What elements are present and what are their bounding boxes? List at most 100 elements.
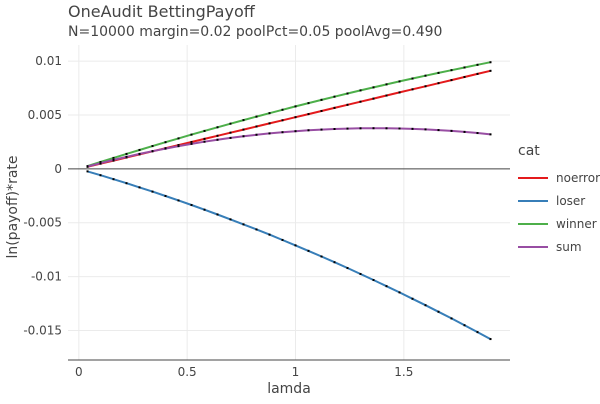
point-loser (138, 186, 141, 189)
point-winner (333, 95, 336, 98)
point-sum (216, 138, 219, 141)
point-winner (229, 122, 232, 125)
legend-item-loser: loser (518, 194, 585, 208)
point-winner (320, 98, 323, 101)
point-sum (203, 140, 206, 143)
point-loser (216, 213, 219, 216)
point-winner (164, 141, 167, 144)
point-noerror (450, 79, 453, 82)
point-sum (229, 136, 232, 139)
point-loser (372, 279, 375, 282)
point-loser (320, 255, 323, 258)
legend-item-sum: sum (518, 240, 582, 254)
chart-subtitle: N=10000 margin=0.02 poolPct=0.05 poolAvg… (68, 24, 442, 40)
gridlines (68, 45, 510, 360)
point-winner (281, 108, 284, 111)
x-axis-label: lamda (267, 381, 311, 397)
point-loser (489, 338, 492, 341)
point-sum (164, 147, 167, 150)
point-loser (333, 261, 336, 264)
point-sum (411, 127, 414, 130)
point-noerror (229, 131, 232, 134)
y-tick-label: 0.005 (28, 108, 62, 122)
series-lines (86, 61, 492, 341)
point-winner (242, 119, 245, 122)
point-loser (411, 297, 414, 300)
point-loser (398, 291, 401, 294)
point-winner (359, 89, 362, 92)
point-winner (294, 105, 297, 108)
line-loser (87, 170, 491, 340)
x-tick-label: 0.5 (178, 365, 197, 379)
point-noerror (242, 128, 245, 131)
series-winner (86, 61, 492, 168)
point-noerror (268, 122, 271, 125)
point-noerror (203, 137, 206, 140)
point-noerror (437, 82, 440, 85)
point-noerror (385, 94, 388, 97)
y-tick-label: -0.01 (31, 270, 62, 284)
point-winner (216, 126, 219, 129)
point-loser (112, 178, 115, 181)
point-sum (385, 127, 388, 130)
y-tick-label: -0.005 (23, 216, 62, 230)
point-sum (177, 145, 180, 148)
y-axis-label: ln(payoff)*rate (5, 155, 21, 258)
point-loser (151, 190, 154, 193)
point-winner (346, 92, 349, 95)
line-sum (87, 127, 491, 168)
point-sum (372, 127, 375, 130)
point-winner (307, 102, 310, 105)
point-sum (359, 127, 362, 130)
point-sum (255, 133, 258, 136)
point-loser (463, 324, 466, 327)
point-winner (411, 77, 414, 80)
point-winner (255, 115, 258, 118)
point-loser (424, 304, 427, 307)
legend-item-noerror: noerror (518, 171, 600, 185)
point-loser (281, 238, 284, 241)
point-loser (203, 208, 206, 211)
point-noerror (177, 144, 180, 147)
point-loser (190, 204, 193, 207)
point-winner (424, 74, 427, 77)
point-winner (125, 152, 128, 155)
line-winner (87, 61, 491, 168)
point-noerror (307, 113, 310, 116)
point-loser (229, 218, 232, 221)
point-sum (450, 129, 453, 132)
point-winner (203, 129, 206, 132)
point-sum (424, 128, 427, 131)
point-sum (268, 132, 271, 135)
point-sum (138, 152, 141, 155)
point-sum (320, 128, 323, 131)
x-tick-label: 1 (292, 365, 300, 379)
point-noerror (411, 88, 414, 91)
point-sum (307, 129, 310, 132)
point-loser (294, 244, 297, 247)
y-tick-label: 0.01 (35, 54, 62, 68)
point-loser (359, 272, 362, 275)
x-axis-ticks: 0 0.5 1 1.5 (75, 365, 413, 379)
point-noerror (320, 109, 323, 112)
point-winner (268, 112, 271, 115)
point-winner (398, 80, 401, 83)
point-sum (476, 132, 479, 135)
point-loser (242, 223, 245, 226)
series-loser (86, 170, 492, 341)
point-winner (450, 69, 453, 72)
point-winner (437, 71, 440, 74)
point-noerror (424, 85, 427, 88)
point-noerror (359, 100, 362, 103)
point-noerror (346, 103, 349, 106)
point-winner (177, 137, 180, 140)
point-winner (385, 83, 388, 86)
point-noerror (463, 75, 466, 78)
point-loser (177, 199, 180, 202)
point-sum (437, 129, 440, 132)
point-noerror (333, 106, 336, 109)
point-noerror (398, 91, 401, 94)
point-noerror (294, 116, 297, 119)
x-tick-label: 0 (75, 365, 83, 379)
